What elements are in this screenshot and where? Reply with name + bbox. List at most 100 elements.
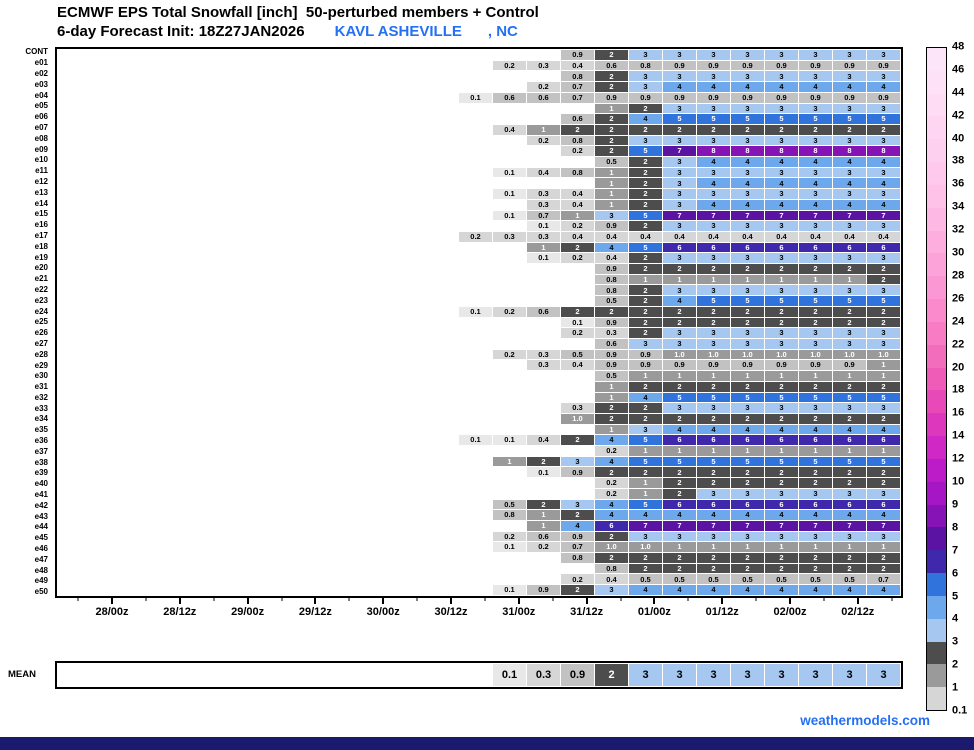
snowfall-cell: 0.9	[561, 467, 594, 478]
snowfall-cell: 3	[595, 210, 628, 221]
member-label: e31	[34, 382, 48, 392]
snowfall-cell: 4	[731, 424, 764, 435]
snowfall-cell: 5	[833, 114, 866, 124]
colorbar-segment	[927, 458, 946, 482]
snowfall-cell: 2	[799, 467, 832, 478]
member-label: e19	[34, 252, 48, 262]
snowfall-cell: 2	[629, 467, 662, 478]
snowfall-cell: 4	[731, 585, 764, 595]
member-label: e16	[34, 220, 48, 230]
snowfall-cell: 5	[731, 114, 764, 124]
snowfall-cell: 3	[731, 328, 764, 338]
snowfall-cell: 7	[629, 520, 662, 531]
member-label: e27	[34, 338, 48, 348]
snowfall-cell: 4	[765, 510, 798, 520]
snowfall-cell: 4	[629, 392, 662, 403]
snowfall-cell: 2	[561, 510, 594, 520]
snowfall-cell: 2	[697, 413, 730, 424]
snowfall-cell: 1	[493, 456, 526, 467]
snowfall-cell: 0.3	[527, 360, 560, 371]
snowfall-cell: 6	[731, 242, 764, 253]
snowfall-cell: 2	[765, 553, 798, 563]
x-tick	[517, 598, 520, 604]
snowfall-cell: 2	[833, 467, 866, 478]
snowfall-cell: 5	[629, 242, 662, 253]
x-minor-tick	[891, 598, 893, 601]
snowfall-cell: 0.9	[833, 360, 866, 371]
snowfall-cell: 3	[731, 221, 764, 231]
snowfall-cell: 2	[799, 317, 832, 328]
snowfall-cell: 2	[833, 381, 866, 392]
snowfall-cell: 4	[731, 510, 764, 520]
snowfall-cell: 0.1	[493, 542, 526, 553]
snowfall-cell: 1	[595, 392, 628, 403]
ensemble-grid: 0.9 2 3 3 3 3 3 3 3 3 0.2 0.3 0.4 0.6 0.8 0.9 0.9 0.9 0.9 0…	[57, 49, 901, 596]
colorbar-segment	[927, 47, 946, 71]
snowfall-cell: 5	[799, 296, 832, 306]
snowfall-cell: 2	[663, 553, 696, 563]
snowfall-cell: 2	[663, 488, 696, 499]
snowfall-cell: 2	[527, 499, 560, 510]
snowfall-cell: 0.9	[629, 349, 662, 360]
snowfall-cell: 5	[629, 435, 662, 446]
snowfall-cell: 3	[799, 103, 832, 114]
x-minor-tick	[213, 598, 215, 601]
init-label: 6-day Forecast Init: 18Z27JAN2026	[57, 23, 305, 40]
colorbar-tick-label: 1	[952, 681, 959, 694]
snowfall-cell: 2	[765, 563, 798, 574]
snowfall-cell: 0.5	[595, 296, 628, 306]
colorbar-segment	[927, 664, 946, 688]
snowfall-cell: 0.8	[561, 71, 594, 82]
colorbar-tick-label: 36	[952, 177, 965, 190]
snowfall-cell: 1	[697, 446, 730, 456]
snowfall-cell: 3	[765, 403, 798, 413]
colorbar-segment	[927, 70, 946, 94]
snowfall-cell: 2	[561, 306, 594, 317]
snowfall-cell: 4	[629, 510, 662, 520]
mean-cell: 0.3	[527, 664, 560, 686]
snowfall-cell: 2	[833, 478, 866, 488]
snowfall-cell: 4	[799, 424, 832, 435]
member-label: e07	[34, 122, 48, 132]
member-label: e06	[34, 112, 48, 122]
snowfall-cell: 4	[663, 82, 696, 92]
x-tick	[111, 598, 113, 604]
snowfall-cell: 2	[867, 413, 900, 424]
snowfall-cell: 2	[731, 317, 764, 328]
snowfall-cell: 3	[663, 71, 696, 82]
snowfall-cell: 2	[595, 146, 628, 157]
snowfall-cell: 0.4	[527, 167, 560, 178]
snowfall-cell: 7	[867, 520, 900, 531]
snowfall-cell: 0.2	[493, 349, 526, 360]
brand-link[interactable]: weathermodels.com	[800, 713, 930, 728]
snowfall-cell: 3	[833, 338, 866, 349]
snowfall-cell: 3	[629, 135, 662, 146]
colorbar-segment	[927, 413, 946, 437]
snowfall-cell: 0.4	[595, 574, 628, 585]
colorbar-tick-label: 14	[952, 429, 965, 442]
snowfall-cell: 5	[697, 296, 730, 306]
snowfall-cell: 2	[867, 264, 900, 274]
snowfall-cell: 0.4	[629, 231, 662, 242]
snowfall-cell: 2	[833, 264, 866, 274]
snowfall-cell: 0.4	[561, 199, 594, 210]
grid-row: 0.5 1 1 1 1 1 1 1 1	[57, 371, 900, 382]
snowfall-cell: 7	[799, 210, 832, 221]
colorbar-tick-label: 42	[952, 109, 965, 122]
snowfall-cell: 1	[629, 488, 662, 499]
grid-row: 0.2 0.4 0.5 0.5 0.5 0.5 0.5 0.5 0.5 0.7	[57, 574, 900, 585]
x-tick-label: 30/00z	[366, 606, 400, 618]
snowfall-cell: 3	[629, 82, 662, 92]
snowfall-cell: 4	[561, 520, 594, 531]
snowfall-cell: 1	[731, 542, 764, 553]
grid-row: 0.2 2 5 7 8 8 8 8 8 8	[57, 146, 900, 157]
colorbar-segment	[927, 344, 946, 368]
snowfall-cell: 6	[731, 435, 764, 446]
grid-row: 0.2 0.3 2 3 3 3 3 3 3 3	[57, 328, 900, 339]
snowfall-cell: 2	[833, 306, 866, 317]
snowfall-cell: 2	[833, 413, 866, 424]
